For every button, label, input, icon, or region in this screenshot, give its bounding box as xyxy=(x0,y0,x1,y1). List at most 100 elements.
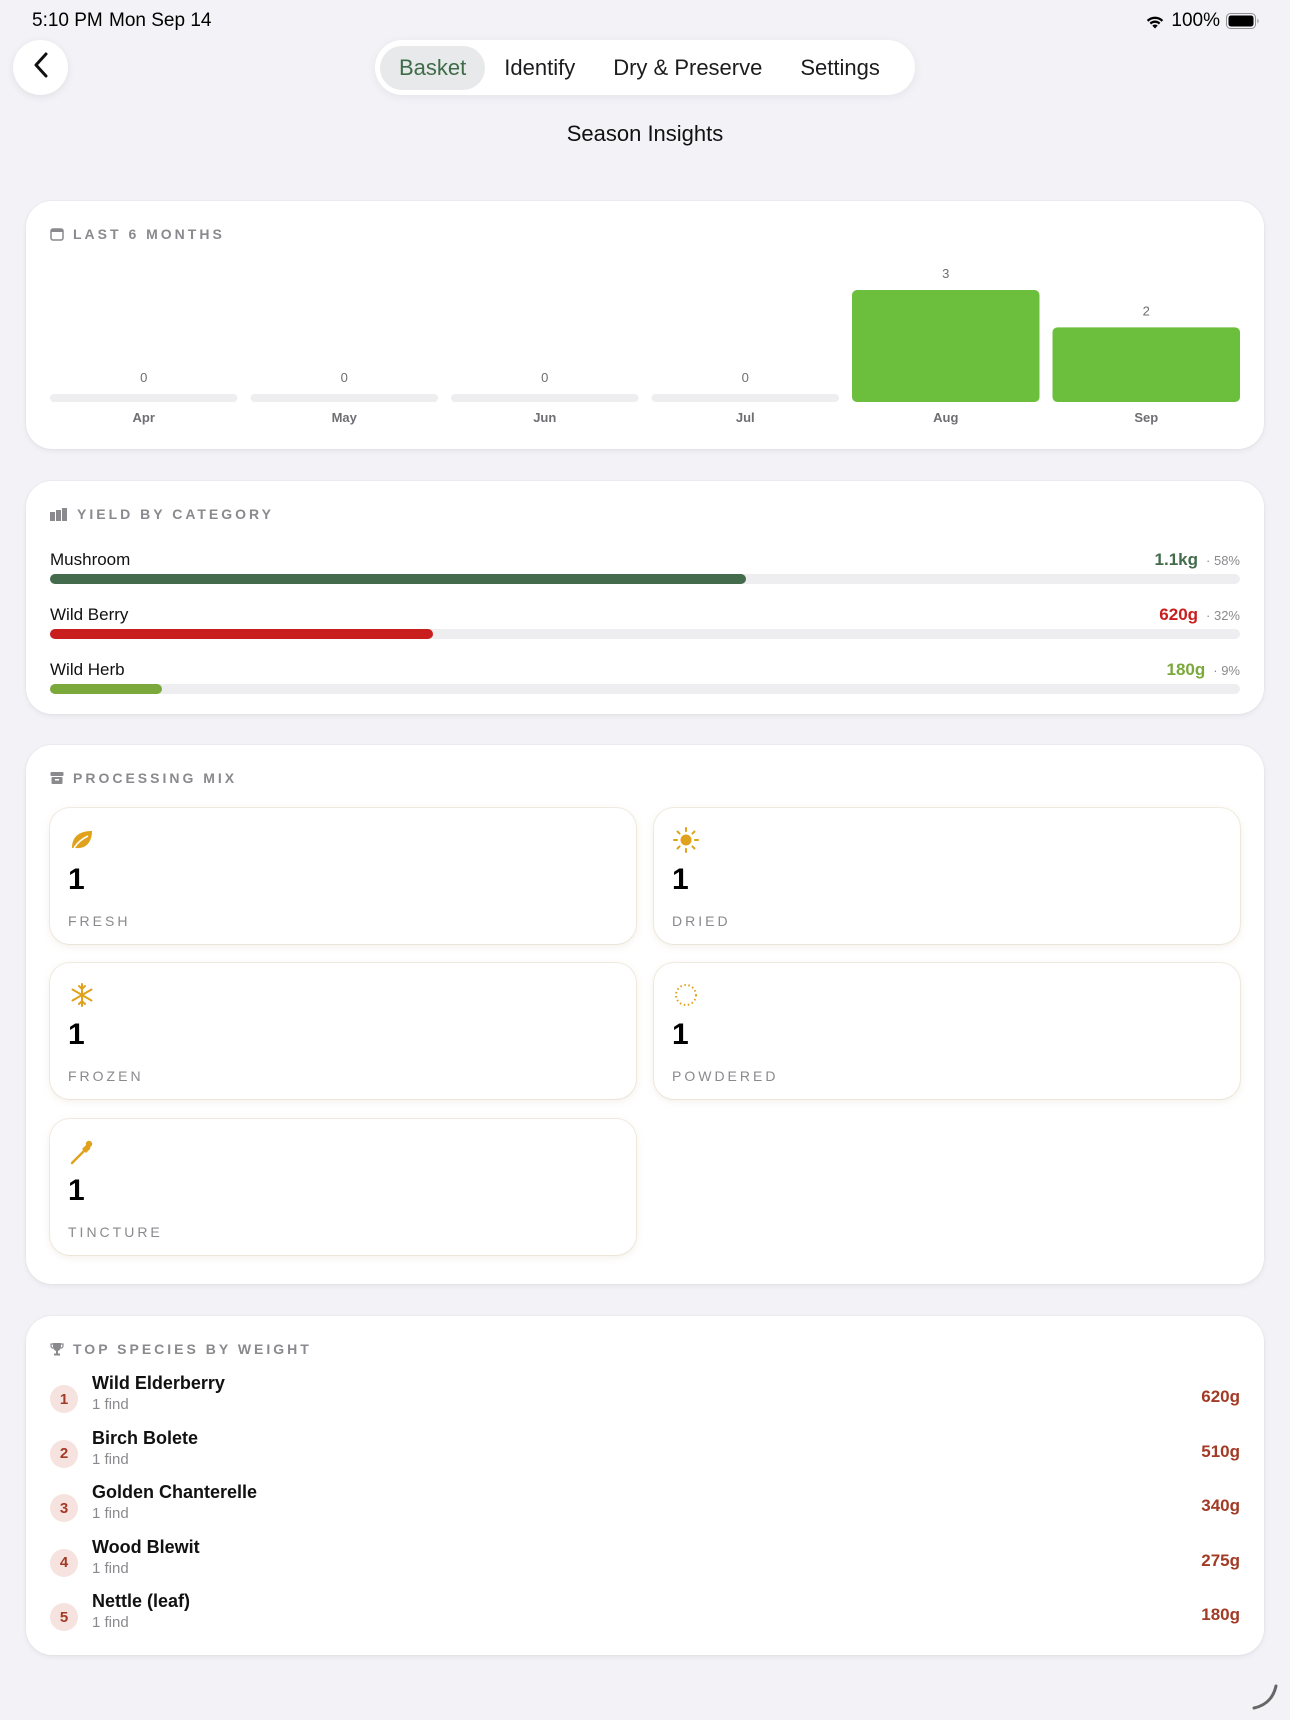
battery-icon xyxy=(1226,13,1260,29)
yield-value: 180g xyxy=(1166,660,1206,679)
species-row[interactable]: 3 Golden Chanterelle 1 find 340g xyxy=(50,1482,1240,1534)
bar-track xyxy=(451,394,639,402)
bar-value-label: 3 xyxy=(942,266,949,281)
status-time: 5:10 PM xyxy=(32,10,103,31)
yield-value: 1.1kg xyxy=(1154,550,1199,569)
tab-settings[interactable]: Settings xyxy=(800,54,880,80)
snowflake-icon xyxy=(68,981,96,1009)
species-name: Birch Bolete xyxy=(92,1427,199,1448)
processing-label: FROZEN xyxy=(68,1068,144,1084)
bar-sep xyxy=(1052,327,1240,402)
processing-label: TINCTURE xyxy=(68,1224,163,1240)
bar-value-label: 0 xyxy=(742,370,749,385)
yield-percent: · 58% xyxy=(1206,553,1240,568)
species-name: Wild Elderberry xyxy=(92,1373,225,1393)
x-tick-label: Sep xyxy=(1134,410,1158,425)
card-header: YIELD BY CATEGORY xyxy=(50,506,274,522)
processing-label: FRESH xyxy=(68,913,131,929)
yield-progress-fill xyxy=(50,629,434,639)
rank-badge: 2 xyxy=(50,1439,78,1468)
yield-category-name: Wild Berry xyxy=(50,605,129,624)
bar-aug xyxy=(852,290,1040,402)
processing-tile-fresh: 1 FRESH xyxy=(50,808,636,944)
page-title: Season Insights xyxy=(566,121,724,146)
yield-row: Wild Herb 180g · 9% xyxy=(50,660,1240,706)
leaf-icon xyxy=(68,826,96,854)
species-find-count: 1 find xyxy=(92,1559,129,1577)
yield-by-category-card: YIELD BY CATEGORY Mushroom 1.1kg · 58% Wild… xyxy=(26,481,1264,714)
bar-chart-icon xyxy=(50,507,68,521)
yield-progress-fill xyxy=(50,684,162,694)
x-tick-label: May xyxy=(332,410,358,425)
yield-row: Wild Berry 620g · 32% xyxy=(50,605,1240,651)
x-tick-label: Apr xyxy=(133,410,155,425)
status-date: Mon Sep 14 xyxy=(109,10,212,31)
card-title: PROCESSING MIX xyxy=(73,770,238,786)
processing-label: DRIED xyxy=(672,913,731,929)
sun-icon xyxy=(672,826,700,854)
processing-tile-tincture: 1 TINCTURE xyxy=(50,1119,636,1255)
yield-amount: 180g · 9% xyxy=(1167,660,1240,680)
back-button[interactable] xyxy=(13,40,68,95)
yield-row: Mushroom 1.1kg · 58% xyxy=(50,550,1240,596)
calendar-icon xyxy=(50,227,64,241)
rank-badge: 1 xyxy=(50,1385,78,1413)
bar-value-label: 0 xyxy=(341,370,348,385)
months-bar-chart: 0 Apr 0 May 0 Jun 0 Jul 3 Aug 2 Sep xyxy=(50,266,1240,425)
processing-count: 1 xyxy=(672,1018,689,1051)
species-row[interactable]: 2 Birch Bolete 1 find 510g xyxy=(50,1428,1240,1480)
bar-value-label: 2 xyxy=(1143,303,1150,318)
species-weight: 510g xyxy=(1201,1441,1240,1461)
species-find-count: 1 find xyxy=(92,1614,129,1631)
processing-count: 1 xyxy=(68,1174,85,1207)
dotted-circle-icon xyxy=(672,981,700,1009)
trophy-icon xyxy=(50,1342,64,1356)
species-row[interactable]: 5 Nettle (leaf) 1 find 180g xyxy=(50,1591,1240,1643)
species-weight: 180g xyxy=(1201,1605,1240,1624)
processing-count: 1 xyxy=(68,1018,85,1051)
yield-percent: · 9% xyxy=(1213,663,1240,678)
species-name: Wood Blewit xyxy=(92,1536,200,1557)
card-title: TOP SPECIES BY WEIGHT xyxy=(73,1341,312,1357)
species-row[interactable]: 1 Wild Elderberry 1 find 620g xyxy=(50,1373,1240,1425)
processing-label: POWDERED xyxy=(672,1068,779,1084)
rank-badge: 5 xyxy=(50,1603,78,1631)
processing-mix-card: PROCESSING MIX 1 FRESH 1 DRIED 1 FROZEN 1 POWDE… xyxy=(26,745,1264,1284)
bar-track xyxy=(250,394,438,402)
card-title: LAST 6 MONTHS xyxy=(73,226,225,242)
bar-track xyxy=(50,394,238,402)
bar-value-label: 0 xyxy=(140,370,147,385)
dropper-icon xyxy=(68,1137,96,1165)
rank-badge: 3 xyxy=(50,1494,78,1522)
resize-handle-icon[interactable] xyxy=(1250,1682,1280,1717)
processing-count: 1 xyxy=(68,863,85,896)
species-weight: 620g xyxy=(1201,1387,1240,1406)
tab-basket[interactable]: Basket xyxy=(380,45,486,90)
tab-identify[interactable]: Identify xyxy=(504,54,576,80)
tab-dry-preserve[interactable]: Dry & Preserve xyxy=(613,54,763,80)
card-header: TOP SPECIES BY WEIGHT xyxy=(50,1341,312,1357)
species-find-count: 1 find xyxy=(92,1396,129,1413)
chevron-left-icon xyxy=(33,52,49,83)
species-name: Nettle (leaf) xyxy=(92,1591,191,1611)
species-find-count: 1 find xyxy=(92,1450,129,1468)
species-row[interactable]: 4 Wood Blewit 1 find 275g xyxy=(50,1537,1240,1589)
wifi-icon xyxy=(1145,14,1165,29)
last-6-months-card: LAST 6 MONTHS 0 Apr 0 May 0 Jun 0 Jul 3 Aug 2 Sep xyxy=(26,201,1264,449)
processing-tile-frozen: 1 FROZEN xyxy=(50,963,636,1099)
bar-track xyxy=(651,394,839,402)
yield-percent: · 32% xyxy=(1206,608,1240,623)
processing-tile-dried: 1 DRIED xyxy=(654,808,1240,944)
x-tick-label: Jun xyxy=(533,410,556,425)
species-weight: 340g xyxy=(1201,1496,1240,1515)
yield-category-name: Mushroom xyxy=(50,550,131,569)
status-bar: 5:10 PM Mon Sep 14 100% xyxy=(0,0,1290,40)
processing-tile-powdered: 1 POWDERED xyxy=(654,963,1240,1099)
yield-category-name: Wild Herb xyxy=(50,660,125,679)
battery-percent: 100% xyxy=(1171,10,1220,31)
x-tick-label: Aug xyxy=(933,410,958,425)
rank-badge: 4 xyxy=(50,1548,78,1577)
nav-segmented-control: Basket Identify Dry & Preserve Settings xyxy=(375,40,915,95)
card-header: PROCESSING MIX xyxy=(50,770,237,786)
archive-box-icon xyxy=(50,771,64,785)
